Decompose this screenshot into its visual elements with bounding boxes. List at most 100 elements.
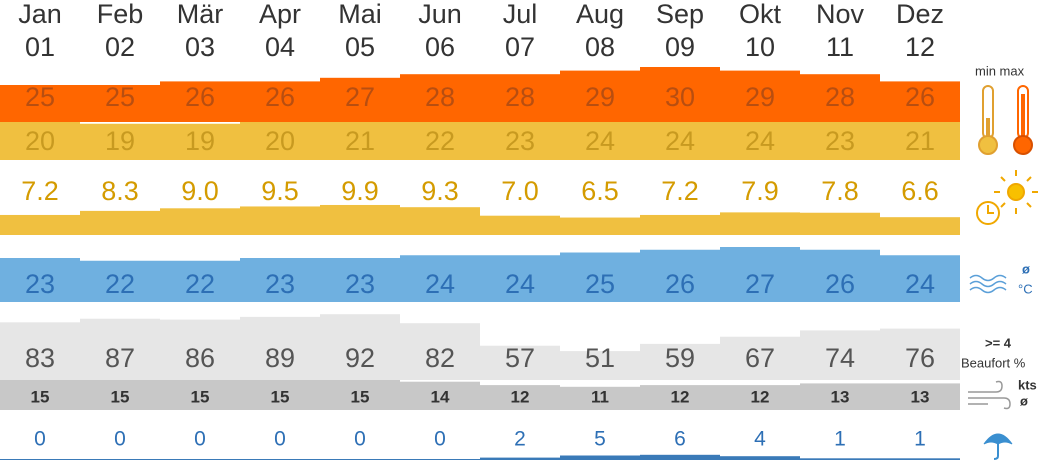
bar — [640, 343, 720, 380]
bar — [240, 122, 320, 160]
bar — [800, 249, 880, 302]
value-label: 23 — [345, 269, 375, 299]
bar — [560, 252, 640, 302]
value-label: 24 — [905, 269, 935, 299]
value-label: 12 — [511, 387, 530, 406]
temp-legend: min max — [975, 63, 1025, 78]
bar — [0, 85, 80, 122]
bar — [720, 336, 800, 380]
bar — [880, 255, 960, 302]
value-label: 7.9 — [741, 176, 779, 206]
wind-threshold: >= 4 — [985, 335, 1012, 350]
bar — [160, 208, 240, 235]
month-number: 06 — [425, 32, 455, 62]
bar — [640, 385, 720, 410]
value-label: 25 — [585, 269, 615, 299]
month-name: Mär — [177, 0, 224, 29]
bar — [80, 260, 160, 302]
value-label: 12 — [671, 387, 690, 406]
bar — [400, 381, 480, 410]
value-label: 30 — [665, 82, 695, 112]
bar — [720, 385, 800, 410]
bar — [880, 120, 960, 160]
value-label: 51 — [585, 343, 615, 373]
value-label: 9.5 — [261, 176, 299, 206]
month-number: 03 — [185, 32, 215, 62]
kts-legend: kts — [1018, 377, 1037, 392]
month-name: Jun — [418, 0, 462, 29]
bar — [480, 215, 560, 235]
bar — [400, 74, 480, 122]
wind-unit: Beaufort % — [961, 355, 1026, 370]
bar — [720, 70, 800, 122]
month-name: Dez — [896, 0, 944, 29]
bar — [800, 330, 880, 380]
value-label: 86 — [185, 343, 215, 373]
bar — [160, 81, 240, 122]
bar — [560, 455, 640, 460]
value-label: 15 — [111, 387, 130, 406]
sun-clock-icon — [976, 170, 1038, 225]
bar — [880, 81, 960, 122]
value-label: 74 — [825, 343, 855, 373]
value-label: 76 — [905, 343, 935, 373]
bar — [640, 115, 720, 160]
bar — [240, 81, 320, 122]
value-label: 27 — [345, 82, 375, 112]
bar — [720, 247, 800, 302]
bar — [640, 249, 720, 302]
value-label: 59 — [665, 343, 695, 373]
value-label: 20 — [25, 126, 55, 156]
bar — [560, 351, 640, 380]
bar — [560, 217, 640, 235]
bar — [160, 319, 240, 380]
value-label: 0 — [194, 428, 206, 451]
value-label: 92 — [345, 343, 375, 373]
bar — [720, 115, 800, 160]
value-label: 21 — [345, 126, 375, 156]
value-label: 57 — [505, 343, 535, 373]
month-number: 09 — [665, 32, 695, 62]
bar — [800, 458, 880, 460]
value-label: 82 — [425, 343, 455, 373]
bar — [80, 210, 160, 235]
bar — [320, 77, 400, 122]
value-label: 25 — [25, 82, 55, 112]
value-label: 15 — [271, 387, 290, 406]
value-label: 5 — [594, 428, 606, 451]
value-label: 0 — [34, 428, 46, 451]
value-label: 83 — [25, 343, 55, 373]
value-label: 25 — [105, 82, 135, 112]
value-label: 7.2 — [661, 176, 699, 206]
value-label: 4 — [754, 428, 766, 451]
month-name: Feb — [97, 0, 144, 29]
bar — [240, 316, 320, 380]
value-label: 28 — [505, 82, 535, 112]
value-label: 6.5 — [581, 176, 619, 206]
bar — [720, 456, 800, 460]
bar — [480, 74, 560, 122]
bar — [80, 123, 160, 160]
bar — [320, 204, 400, 235]
bar — [480, 116, 560, 160]
value-label: 26 — [905, 82, 935, 112]
value-label: 15 — [191, 387, 210, 406]
value-label: 9.3 — [421, 176, 459, 206]
value-label: 13 — [831, 387, 850, 406]
value-label: 7.2 — [21, 176, 59, 206]
value-label: 12 — [751, 387, 770, 406]
bar — [640, 67, 720, 122]
bar — [400, 323, 480, 380]
month-name: Jan — [18, 0, 62, 29]
bar — [480, 345, 560, 380]
value-label: 22 — [185, 269, 215, 299]
value-label: 0 — [274, 428, 286, 451]
value-label: 19 — [105, 126, 135, 156]
bar — [80, 318, 160, 380]
value-label: 23 — [505, 126, 535, 156]
value-label: 28 — [825, 82, 855, 112]
bar — [400, 255, 480, 302]
value-label: 0 — [434, 428, 446, 451]
value-label: 26 — [665, 269, 695, 299]
value-label: 15 — [351, 387, 370, 406]
